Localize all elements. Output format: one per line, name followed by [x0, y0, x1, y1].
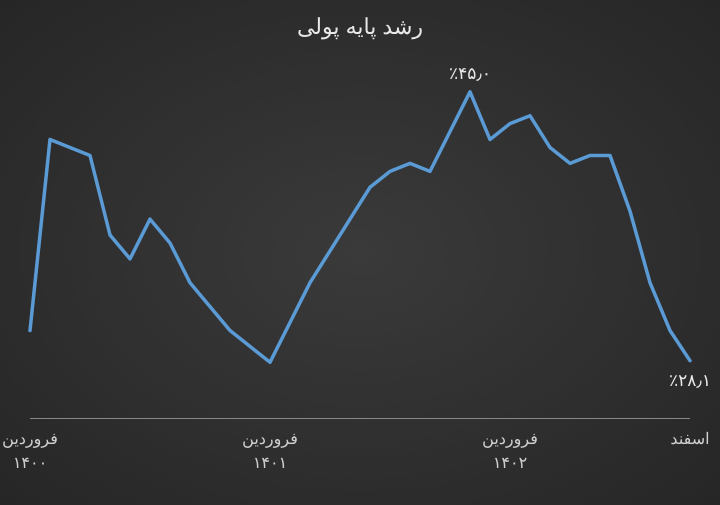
x-axis-label-line1: فروردین	[2, 428, 58, 452]
data-point-label: ٪۴۵٫۰	[449, 64, 491, 84]
x-axis-label: اسفند	[670, 428, 709, 452]
line-series	[30, 60, 690, 410]
data-point-label: ٪۲۸٫۱	[669, 371, 711, 391]
plot-area: فروردین۱۴۰۰فروردین۱۴۰۱فروردین۱۴۰۲اسفند٪۴…	[30, 60, 690, 410]
line-path	[30, 92, 690, 363]
x-axis-label-line2: ۱۴۰۰	[2, 452, 58, 476]
x-axis-label-line1: اسفند	[670, 428, 709, 452]
x-axis	[30, 418, 690, 419]
x-axis-label-line1: فروردین	[242, 428, 298, 452]
x-axis-label: فروردین۱۴۰۰	[2, 428, 58, 476]
x-axis-label-line2: ۱۴۰۱	[242, 452, 298, 476]
x-axis-label-line2: ۱۴۰۲	[482, 452, 538, 476]
chart-title: رشد پایه پولی	[0, 14, 720, 40]
x-axis-label: فروردین۱۴۰۱	[242, 428, 298, 476]
chart-container: رشد پایه پولی فروردین۱۴۰۰فروردین۱۴۰۱فرور…	[0, 0, 720, 505]
x-axis-label: فروردین۱۴۰۲	[482, 428, 538, 476]
x-axis-label-line1: فروردین	[482, 428, 538, 452]
